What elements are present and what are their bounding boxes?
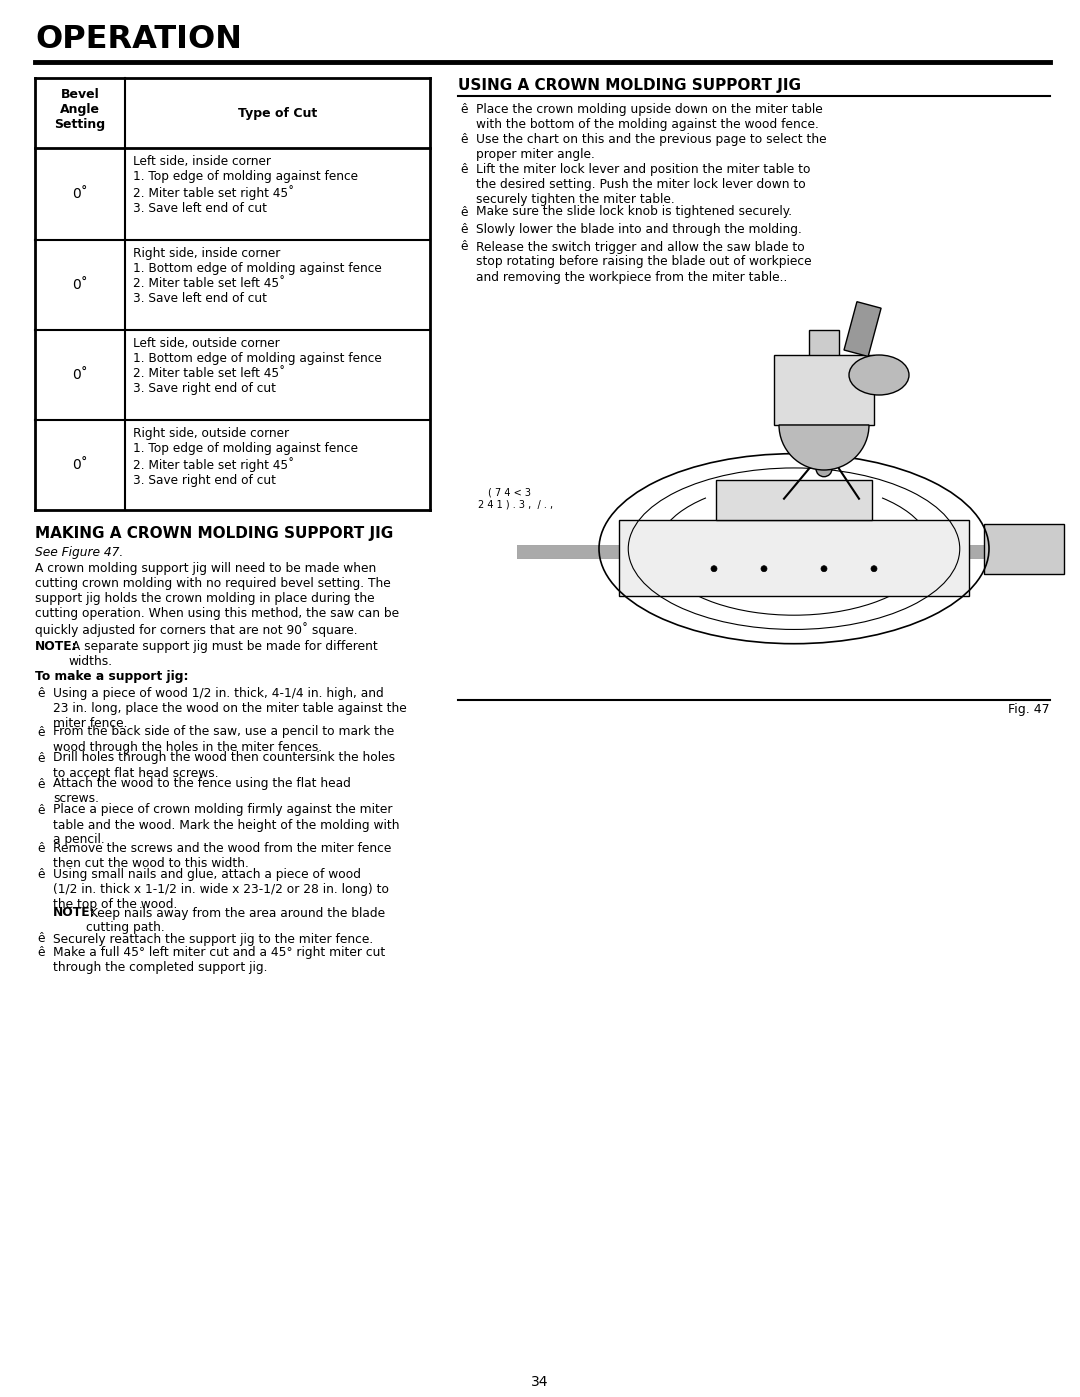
Text: Securely reattach the support jig to the miter fence.: Securely reattach the support jig to the… xyxy=(53,933,374,946)
Text: ê: ê xyxy=(460,103,468,116)
Text: 0˚: 0˚ xyxy=(72,367,87,381)
Text: ( 7 4 < 3: ( 7 4 < 3 xyxy=(488,488,531,497)
Text: From the back side of the saw, use a pencil to mark the
wood through the holes i: From the back side of the saw, use a pen… xyxy=(53,725,394,753)
Ellipse shape xyxy=(849,355,909,395)
Circle shape xyxy=(816,461,832,476)
Text: USING A CROWN MOLDING SUPPORT JIG: USING A CROWN MOLDING SUPPORT JIG xyxy=(458,78,801,94)
Text: Attach the wood to the fence using the flat head
screws.: Attach the wood to the fence using the f… xyxy=(53,778,351,806)
Bar xyxy=(619,520,969,597)
Text: ê: ê xyxy=(37,687,44,700)
Text: ê: ê xyxy=(37,868,44,882)
Text: Make a full 45° left miter cut and a 45° right miter cut
through the completed s: Make a full 45° left miter cut and a 45°… xyxy=(53,946,386,974)
Text: Using small nails and glue, attach a piece of wood
(1/2 in. thick x 1-1/2 in. wi: Using small nails and glue, attach a pie… xyxy=(53,868,389,911)
Text: Use the chart on this and the previous page to select the
proper miter angle.: Use the chart on this and the previous p… xyxy=(476,133,826,161)
Text: ê: ê xyxy=(460,240,468,253)
Text: ê: ê xyxy=(460,133,468,147)
Bar xyxy=(716,481,872,520)
Text: Slowly lower the blade into and through the molding.: Slowly lower the blade into and through … xyxy=(476,224,801,236)
Text: Lift the miter lock lever and position the miter table to
the desired setting. P: Lift the miter lock lever and position t… xyxy=(476,163,810,205)
Text: Make sure the slide lock knob is tightened securely.: Make sure the slide lock knob is tighten… xyxy=(476,205,792,218)
Text: 0˚: 0˚ xyxy=(72,187,87,201)
Text: 0˚: 0˚ xyxy=(72,278,87,292)
Text: Type of Cut: Type of Cut xyxy=(238,106,318,120)
Text: 34: 34 xyxy=(531,1375,549,1389)
Text: 0˚: 0˚ xyxy=(72,458,87,472)
Circle shape xyxy=(711,566,717,571)
Text: See Figure 47.: See Figure 47. xyxy=(35,546,123,559)
Text: Remove the screws and the wood from the miter fence
then cut the wood to this wi: Remove the screws and the wood from the … xyxy=(53,842,391,870)
Circle shape xyxy=(761,566,767,571)
Bar xyxy=(774,355,874,425)
Text: Place the crown molding upside down on the miter table
with the bottom of the mo: Place the crown molding upside down on t… xyxy=(476,103,823,131)
Text: NOTE:: NOTE: xyxy=(53,907,96,919)
Text: Drill holes through the wood then countersink the holes
to accept flat head scre: Drill holes through the wood then counte… xyxy=(53,752,395,780)
Text: MAKING A CROWN MOLDING SUPPORT JIG: MAKING A CROWN MOLDING SUPPORT JIG xyxy=(35,527,393,541)
Text: ê: ê xyxy=(37,778,44,791)
Text: NOTE:: NOTE: xyxy=(35,640,78,652)
Text: Right side, inside corner
1. Bottom edge of molding against fence
2. Miter table: Right side, inside corner 1. Bottom edge… xyxy=(133,247,381,305)
Text: ê: ê xyxy=(37,946,44,958)
Text: Keep nails away from the area around the blade
cutting path.: Keep nails away from the area around the… xyxy=(86,907,386,935)
Circle shape xyxy=(870,566,877,571)
Circle shape xyxy=(821,566,827,571)
Text: To make a support jig:: To make a support jig: xyxy=(35,671,189,683)
Text: ê: ê xyxy=(37,725,44,739)
Text: ê: ê xyxy=(37,842,44,855)
Text: Left side, inside corner
1. Top edge of molding against fence
2. Miter table set: Left side, inside corner 1. Top edge of … xyxy=(133,155,357,215)
Text: Left side, outside corner
1. Bottom edge of molding against fence
2. Miter table: Left side, outside corner 1. Bottom edge… xyxy=(133,337,381,395)
Bar xyxy=(984,524,1064,574)
Text: Right side, outside corner
1. Top edge of molding against fence
2. Miter table s: Right side, outside corner 1. Top edge o… xyxy=(133,427,357,488)
Bar xyxy=(809,330,839,464)
Text: ê: ê xyxy=(37,933,44,946)
Bar xyxy=(843,302,881,356)
Text: ê: ê xyxy=(460,163,468,176)
Text: Fig. 47: Fig. 47 xyxy=(1009,703,1050,717)
Wedge shape xyxy=(779,425,869,469)
Text: A separate support jig must be made for different
widths.: A separate support jig must be made for … xyxy=(68,640,378,668)
Text: 2 4 1 ) . 3 ,  / . ,: 2 4 1 ) . 3 , / . , xyxy=(478,499,553,509)
Text: ê: ê xyxy=(460,205,468,218)
Text: Using a piece of wood 1/2 in. thick, 4-1/4 in. high, and
23 in. long, place the : Using a piece of wood 1/2 in. thick, 4-1… xyxy=(53,687,407,731)
Text: ê: ê xyxy=(37,752,44,764)
Text: Place a piece of crown molding firmly against the miter
table and the wood. Mark: Place a piece of crown molding firmly ag… xyxy=(53,803,400,847)
Text: OPERATION: OPERATION xyxy=(35,24,242,54)
Text: ê: ê xyxy=(37,803,44,816)
Text: A crown molding support jig will need to be made when
cutting crown molding with: A crown molding support jig will need to… xyxy=(35,562,400,637)
Text: Bevel
Angle
Setting: Bevel Angle Setting xyxy=(54,88,106,131)
Text: ê: ê xyxy=(460,224,468,236)
Text: Release the switch trigger and allow the saw blade to
stop rotating before raisi: Release the switch trigger and allow the… xyxy=(476,240,812,284)
